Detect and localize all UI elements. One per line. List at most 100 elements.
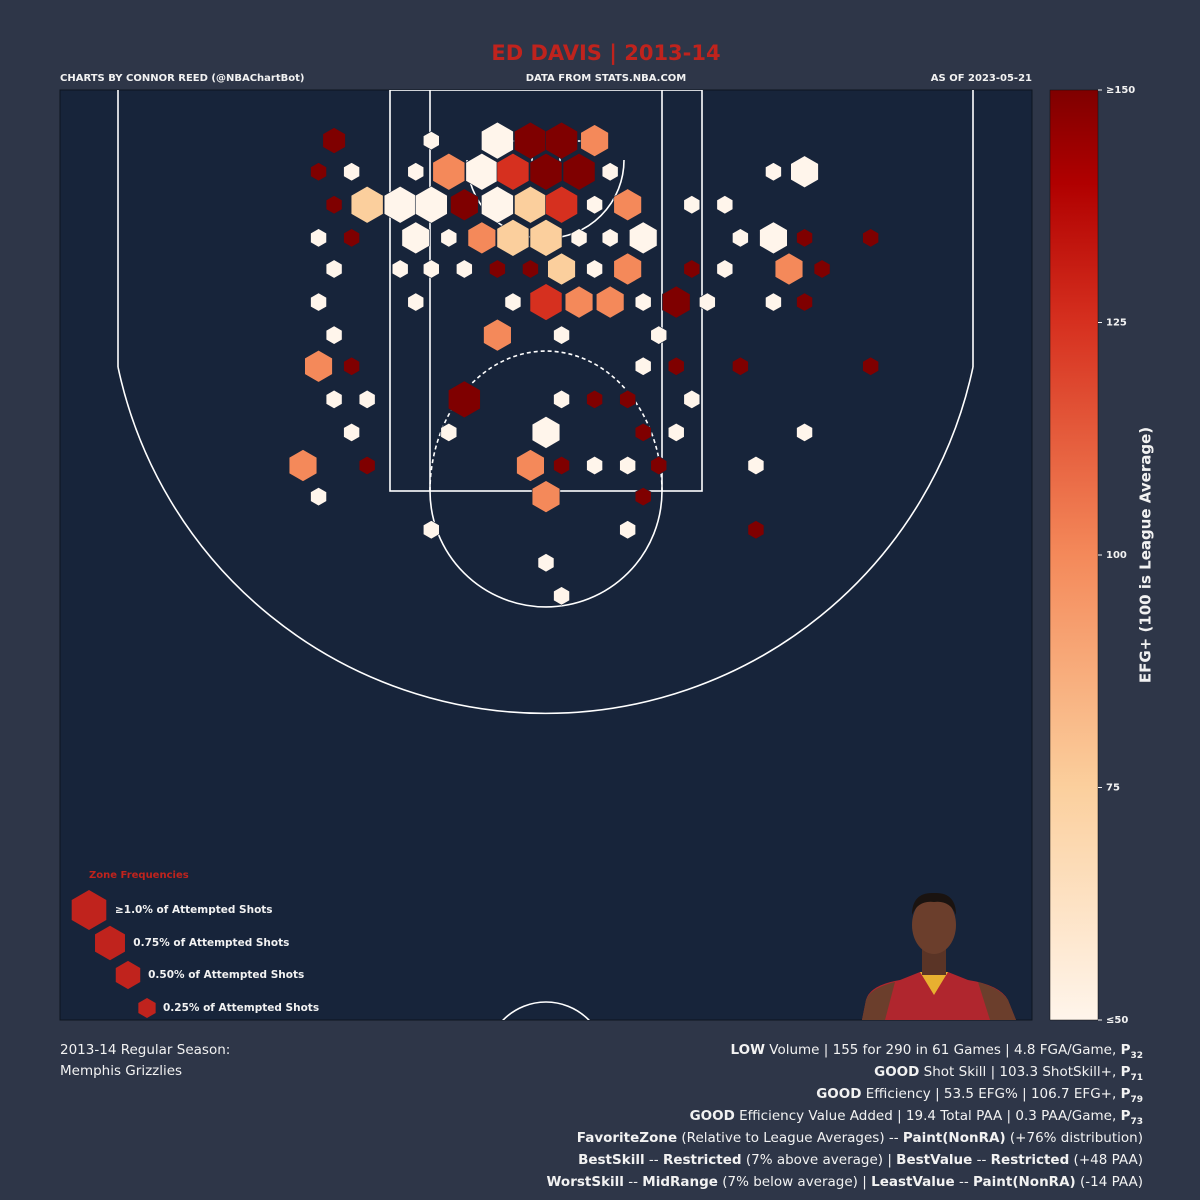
hex-bin — [310, 292, 327, 312]
hex-bin — [732, 228, 749, 248]
colorbar-tick-label: 75 — [1106, 783, 1120, 794]
colorbar-tick-label: ≤50 — [1106, 1015, 1128, 1026]
hex-bin — [343, 228, 360, 248]
hex-bin — [747, 455, 765, 476]
hex-bin — [634, 487, 652, 507]
hex-bin — [358, 389, 376, 409]
stat-segment: 79 — [1130, 1095, 1143, 1105]
colorbar-label: EFG+ (100 is League Average) — [1137, 427, 1155, 683]
hex-bin — [545, 121, 578, 160]
stat-line: GOOD Efficiency | 53.5 EFG% | 106.7 EFG+… — [816, 1086, 1143, 1105]
hex-bin — [619, 455, 636, 476]
hex-bin — [407, 292, 425, 312]
hex-bin — [732, 356, 749, 376]
hex-bin — [522, 259, 539, 279]
hex-bin — [440, 228, 458, 248]
hex-bin — [407, 162, 425, 182]
hex-bin — [456, 259, 473, 279]
hex-bin — [422, 520, 440, 540]
hex-bin — [483, 318, 512, 352]
stat-line: LOW Volume | 155 for 290 in 61 Games | 4… — [730, 1042, 1143, 1061]
hex-bin — [422, 130, 440, 151]
stat-segment: GOOD — [816, 1086, 861, 1102]
stat-segment: P — [1121, 1064, 1131, 1080]
hex-bin — [634, 292, 652, 312]
hex-bin — [432, 152, 466, 191]
hex-bin — [414, 185, 448, 224]
stat-segment: (-14 PAA) — [1076, 1174, 1143, 1190]
hex-bin — [662, 285, 691, 319]
stat-segment: -- — [624, 1174, 642, 1190]
hex-bin — [796, 292, 813, 312]
hex-bin — [553, 389, 570, 409]
hex-bin — [716, 259, 734, 279]
stat-segment: (+76% distribution) — [1006, 1130, 1143, 1146]
hex-bin — [601, 228, 619, 248]
stat-segment: LOW — [730, 1042, 765, 1058]
hex-bin — [613, 252, 642, 286]
legend-title: Zone Frequencies — [89, 870, 189, 881]
hex-bin — [325, 195, 343, 215]
hex-bin — [586, 389, 603, 409]
hex-bin — [288, 449, 318, 482]
stat-segment: BestSkill — [578, 1152, 645, 1168]
hex-bin — [759, 221, 788, 255]
hex-bin — [650, 325, 668, 345]
stat-segment: (7% above average) | — [742, 1152, 897, 1168]
hex-bin — [343, 356, 360, 376]
hex-bin — [796, 422, 813, 443]
hex-bin — [580, 124, 609, 157]
hex-bin — [790, 155, 819, 189]
stat-segment: MidRange — [642, 1174, 718, 1190]
hex-bin — [310, 228, 327, 248]
team-label: Memphis Grizzlies — [60, 1063, 182, 1079]
hex-bin — [765, 162, 782, 182]
hex-bin — [553, 325, 570, 345]
stat-segment: P — [1121, 1086, 1131, 1102]
stat-segment: 32 — [1130, 1051, 1143, 1061]
stat-segment: BestValue — [896, 1152, 972, 1168]
hex-bin — [481, 185, 514, 224]
stat-segment: P — [1121, 1042, 1131, 1058]
hex-bin — [489, 259, 506, 279]
hex-bin — [683, 195, 701, 215]
legend-hex — [138, 998, 156, 1018]
hex-bin — [545, 185, 578, 224]
legend-hex — [95, 925, 125, 961]
credit: AS OF 2023-05-21 — [931, 73, 1032, 84]
hex-bin — [310, 487, 327, 507]
stat-segment: Restricted — [991, 1152, 1070, 1168]
stat-segment: (Relative to League Averages) -- — [677, 1130, 903, 1146]
season-label: 2013-14 Regular Season: — [60, 1042, 230, 1058]
hex-bin — [619, 389, 636, 409]
stat-segment: Restricted — [663, 1152, 742, 1168]
hex-bin — [862, 228, 879, 248]
hex-bin — [586, 195, 603, 215]
stat-segment: -- — [955, 1174, 973, 1190]
hex-bin — [310, 162, 327, 182]
hex-bin — [683, 259, 701, 279]
stat-segment: GOOD — [690, 1108, 735, 1124]
hex-bin — [619, 520, 636, 540]
hex-bin — [765, 292, 782, 312]
stat-segment: (7% below average) | — [718, 1174, 871, 1190]
chart-title: ED DAVIS | 2013-14 — [491, 41, 720, 66]
hex-bin — [747, 520, 765, 540]
hex-bin — [504, 292, 522, 312]
hex-bin — [683, 389, 701, 409]
hex-bin — [358, 455, 376, 476]
hex-bin — [601, 162, 619, 182]
hex-bin — [325, 325, 343, 345]
hex-bin — [595, 285, 625, 319]
colorbar — [1049, 89, 1099, 1021]
stat-segment: (+48 PAA) — [1069, 1152, 1143, 1168]
hex-bin — [547, 252, 576, 286]
hex-bin — [699, 292, 716, 312]
hex-bin — [553, 586, 570, 606]
hex-bin — [667, 422, 685, 443]
hex-bin — [634, 422, 652, 443]
stat-line: FavoriteZone (Relative to League Average… — [577, 1130, 1143, 1146]
stat-segment: GOOD — [874, 1064, 919, 1080]
